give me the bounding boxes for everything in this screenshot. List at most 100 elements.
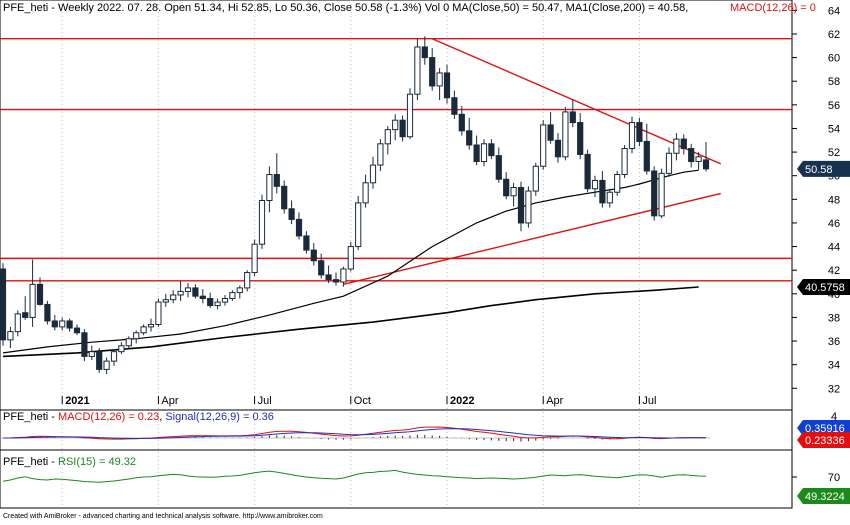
candle-body <box>495 155 502 180</box>
candle <box>532 162 539 196</box>
candle <box>295 212 303 240</box>
ma50-line <box>2 169 699 354</box>
candle-body <box>103 360 110 370</box>
candle <box>695 152 702 170</box>
candle-body <box>73 327 81 334</box>
macd-pane-sep: , <box>159 411 165 423</box>
candle <box>414 38 421 101</box>
candle <box>547 111 554 144</box>
candle <box>436 68 443 101</box>
candle <box>458 106 465 136</box>
candle <box>192 284 199 299</box>
candle-body <box>525 190 532 224</box>
candle <box>369 156 377 189</box>
candle-body <box>547 124 554 141</box>
candle <box>207 292 214 308</box>
candle-body <box>133 332 140 340</box>
triangle-trendlines <box>343 38 722 286</box>
price-tick-label: 62 <box>828 29 840 41</box>
candle-body <box>510 187 517 197</box>
candle-body <box>473 144 480 163</box>
candle-body <box>155 301 162 326</box>
price-pane-header: PFE_heti - Weekly 2022. 07. 28. Open 51.… <box>3 2 688 14</box>
candle-body <box>7 331 14 341</box>
price-tick-label: 56 <box>828 100 840 112</box>
price-tick-label: 44 <box>828 242 840 254</box>
candle-body <box>244 272 251 289</box>
macd-pane-macd: MACD(12,26) = 0.23 <box>58 411 159 423</box>
candle <box>525 186 532 228</box>
candle-body <box>443 72 451 99</box>
candle-body <box>340 268 347 283</box>
candle <box>118 342 125 355</box>
candle <box>680 134 687 155</box>
candle-body <box>429 57 436 87</box>
candle-body <box>399 119 406 138</box>
rsi-pane-prefix: PFE_heti - <box>3 456 58 468</box>
candle-body <box>377 143 384 166</box>
candle <box>266 166 273 213</box>
candle <box>591 175 599 197</box>
price-tick-label: 60 <box>828 53 840 65</box>
candle <box>221 294 229 306</box>
candle-body <box>480 143 488 163</box>
candle <box>110 349 118 366</box>
candle <box>651 166 658 221</box>
candle <box>392 114 399 141</box>
candle-body <box>355 202 362 248</box>
support-resistance-lines <box>0 38 792 282</box>
candle <box>14 310 21 337</box>
candle-body <box>332 279 340 283</box>
candle <box>355 195 362 251</box>
candle <box>303 231 310 254</box>
candle-body <box>562 111 569 158</box>
candle <box>229 290 236 301</box>
candle-body <box>636 122 643 142</box>
candle <box>318 253 325 279</box>
candle <box>473 135 480 166</box>
candle-body <box>310 249 317 262</box>
candle <box>66 318 73 332</box>
candle-body <box>421 46 428 59</box>
candle-body <box>584 153 591 190</box>
candlestick-series <box>0 36 710 375</box>
candle <box>162 293 169 307</box>
candle-body <box>29 283 36 318</box>
candle <box>96 348 103 373</box>
candle <box>170 290 177 304</box>
candle-body <box>66 320 73 329</box>
candle <box>658 168 665 219</box>
candle-body <box>96 351 103 370</box>
rsi-pane-header: PFE_heti - RSI(15) = 49.32 <box>3 456 136 468</box>
trendline <box>343 192 721 286</box>
candle <box>347 241 354 272</box>
candle <box>362 174 369 208</box>
candle-body <box>140 326 147 334</box>
candle-body <box>503 178 510 197</box>
ma200-badge-shape <box>797 279 850 296</box>
candle <box>488 139 495 160</box>
candle-body <box>658 172 665 217</box>
candle-body <box>577 122 584 155</box>
time-label: Jul <box>258 395 272 407</box>
candle-body <box>44 303 51 322</box>
candle-body <box>251 243 258 274</box>
candle <box>665 147 673 177</box>
footer-credit: Created with AmiBroker - advanced charti… <box>3 513 323 520</box>
candle <box>44 300 51 325</box>
ma200-badge-text: 40.5758 <box>805 282 845 294</box>
rsi-pane[interactable] <box>0 449 793 509</box>
rsi-value-badge-text: 49.3224 <box>805 491 845 503</box>
price-axis: 3234363840424446485052545658606264 <box>792 5 840 395</box>
candle <box>51 315 58 331</box>
candle-body <box>266 174 273 202</box>
candle-body <box>695 156 702 163</box>
candle-body <box>347 246 354 270</box>
signal-value-badge-shape <box>797 432 850 448</box>
candle-body <box>688 148 695 163</box>
candle-body <box>295 218 303 237</box>
candle-body <box>118 345 125 353</box>
candle <box>29 259 36 327</box>
